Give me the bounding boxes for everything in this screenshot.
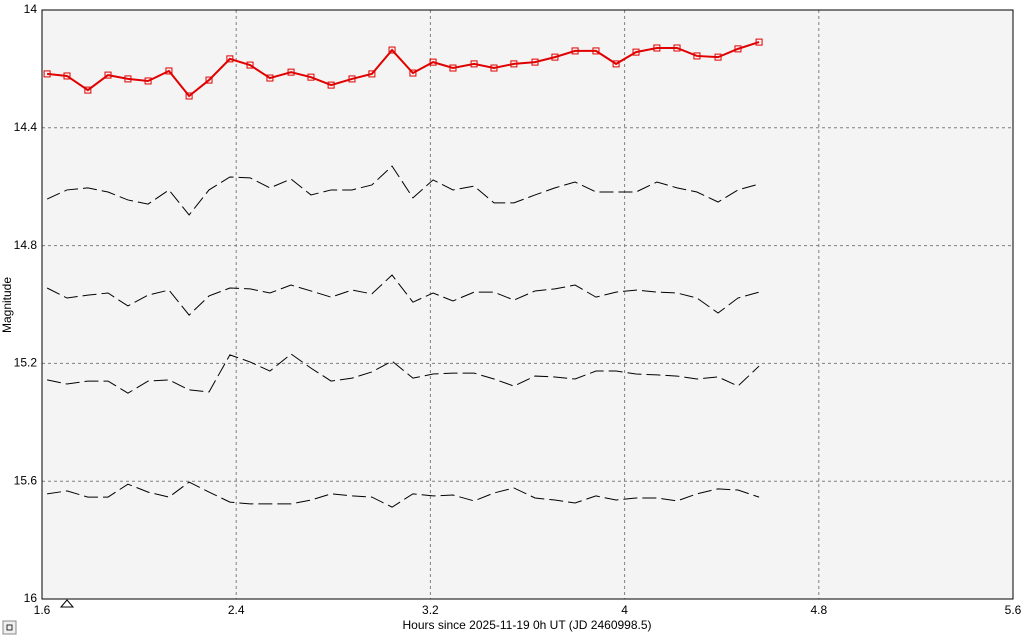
data-point bbox=[307, 73, 315, 81]
data-point bbox=[409, 69, 417, 77]
toggle-button[interactable] bbox=[2, 620, 17, 635]
data-point bbox=[388, 46, 396, 54]
data-point bbox=[226, 55, 234, 63]
data-point bbox=[490, 64, 498, 72]
data-point bbox=[592, 47, 600, 55]
data-point bbox=[84, 86, 92, 94]
plot-area bbox=[42, 10, 1013, 599]
toggle-icon bbox=[6, 624, 13, 631]
x-tick-label: 5.6 bbox=[1005, 603, 1022, 617]
y-tick-label: 16 bbox=[24, 591, 38, 605]
x-tick-label: 4.8 bbox=[810, 603, 827, 617]
data-point bbox=[205, 76, 213, 84]
series-line bbox=[46, 165, 760, 216]
data-point bbox=[714, 53, 722, 61]
x-tick-label: 1.6 bbox=[34, 603, 51, 617]
data-point bbox=[63, 72, 71, 80]
data-point bbox=[734, 45, 742, 53]
data-point bbox=[185, 92, 193, 100]
y-tick-label: 14.4 bbox=[14, 120, 38, 134]
data-point bbox=[43, 70, 51, 78]
data-point bbox=[124, 75, 132, 83]
data-point bbox=[246, 61, 254, 69]
x-tick-label: 3.2 bbox=[422, 603, 439, 617]
x-tick-label: 4 bbox=[621, 603, 628, 617]
data-point bbox=[429, 58, 437, 66]
y-tick-label: 15.2 bbox=[14, 356, 38, 370]
data-point bbox=[673, 44, 681, 52]
data-point bbox=[653, 44, 661, 52]
data-point bbox=[510, 60, 518, 68]
data-point bbox=[531, 58, 539, 66]
data-point bbox=[470, 60, 478, 68]
data-point bbox=[327, 81, 335, 89]
data-point bbox=[104, 71, 112, 79]
data-point bbox=[368, 70, 376, 78]
series-line bbox=[47, 481, 760, 508]
y-tick-label: 14.8 bbox=[14, 238, 38, 252]
series-line bbox=[46, 274, 760, 316]
series-line bbox=[46, 353, 760, 394]
data-point bbox=[612, 60, 620, 68]
y-axis-label: Magnitude bbox=[0, 277, 14, 333]
time-marker bbox=[59, 599, 75, 608]
marks bbox=[43, 38, 763, 508]
data-point bbox=[449, 64, 457, 72]
data-point bbox=[165, 67, 173, 75]
data-point bbox=[693, 52, 701, 60]
data-point bbox=[571, 47, 579, 55]
plot-frame bbox=[41, 9, 1014, 600]
data-point bbox=[266, 74, 274, 82]
data-point bbox=[755, 38, 763, 46]
data-point bbox=[144, 77, 152, 85]
data-point bbox=[632, 48, 640, 56]
data-point bbox=[551, 53, 559, 61]
x-axis-label: Hours since 2025-11-19 0h UT (JD 2460998… bbox=[402, 618, 651, 632]
y-tick-label: 15.6 bbox=[14, 473, 38, 487]
y-tick-label: 14 bbox=[24, 2, 38, 16]
x-tick-label: 2.4 bbox=[228, 603, 245, 617]
data-point bbox=[287, 68, 295, 76]
data-point bbox=[348, 75, 356, 83]
